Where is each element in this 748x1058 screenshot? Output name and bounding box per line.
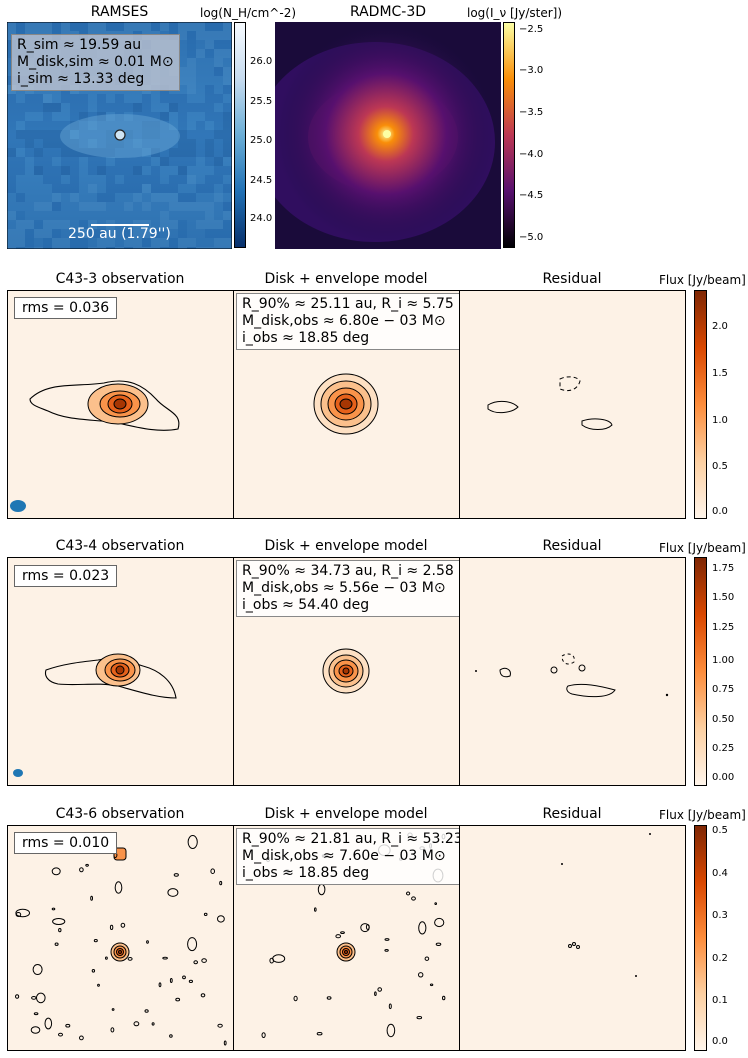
row3-resid-title: Residual xyxy=(542,806,602,822)
row3-cbar-tick: 0.5 xyxy=(712,825,728,836)
row2-resid-panel xyxy=(459,557,686,786)
row1-cbar-tick: 0.5 xyxy=(712,461,728,472)
row2-obs-title: C43-4 observation xyxy=(55,538,185,554)
row2-cbar-tick: 1.75 xyxy=(712,563,735,574)
radmc-colorbar xyxy=(503,22,515,248)
row2-cbar-tick: 0.25 xyxy=(712,743,735,754)
radmc-cbar-tick: −2.5 xyxy=(519,24,544,35)
row3-model-title: Disk + envelope model xyxy=(264,806,428,822)
ramses-cbar-tick: 25.5 xyxy=(250,96,273,107)
row2-cbar-tick: 1.50 xyxy=(712,592,735,603)
row2-rms-box: rms = 0.023 xyxy=(14,565,118,587)
row1-rms-box: rms = 0.036 xyxy=(14,297,118,319)
row3-cbar-tick: 0.2 xyxy=(712,953,728,964)
row2-model-title: Disk + envelope model xyxy=(264,538,428,554)
beam-icon xyxy=(10,500,26,512)
row3-colorbar xyxy=(694,825,707,1051)
row2-colorbar xyxy=(694,557,707,786)
row1-resid-title: Residual xyxy=(542,271,602,287)
row3-colorbar-label: Flux [Jy/beam] xyxy=(659,808,746,822)
row1-model-annotation: R_90% ≈ 25.11 au, R_i ≈ 5.75 au M_disk,o… xyxy=(236,293,482,350)
row1-resid-panel xyxy=(459,290,686,519)
row3-cbar-tick: 0.0 xyxy=(712,1036,728,1047)
radmc-cbar-tick: −4.0 xyxy=(519,149,544,160)
row1-obs-panel xyxy=(7,290,234,519)
ramses-cbar-tick: 26.0 xyxy=(250,56,273,67)
beam-icon xyxy=(13,769,23,777)
row3-obs-panel xyxy=(7,825,234,1051)
row3-model-annotation: R_90% ≈ 21.81 au, R_i ≈ 53.23 au M_disk,… xyxy=(236,828,491,885)
row3-obs-title: C43-6 observation xyxy=(55,806,185,822)
radmc-title: RADMC-3D xyxy=(349,4,427,20)
radmc-map xyxy=(275,22,501,249)
scalebar-label: 250 au (1.79'') xyxy=(68,226,171,242)
radmc-cbar-tick: −3.0 xyxy=(519,65,544,76)
row2-cbar-tick: 1.25 xyxy=(712,622,735,633)
row1-cbar-tick: 1.0 xyxy=(712,415,728,426)
row1-model-title: Disk + envelope model xyxy=(264,271,428,287)
row3-cbar-tick: 0.4 xyxy=(712,868,728,879)
row2-colorbar-label: Flux [Jy/beam] xyxy=(659,541,746,555)
radmc-cbar-tick: −3.5 xyxy=(519,107,544,118)
row2-resid-title: Residual xyxy=(542,538,602,554)
row3-resid-panel xyxy=(459,825,686,1051)
row1-colorbar xyxy=(694,290,707,519)
ramses-colorbar-label: log(N_H/cm^-2) xyxy=(200,6,297,20)
row1-cbar-tick: 2.0 xyxy=(712,321,728,332)
row2-model-annotation: R_90% ≈ 34.73 au, R_i ≈ 2.58 au M_disk,o… xyxy=(236,560,482,617)
row2-cbar-tick: 0.75 xyxy=(712,684,735,695)
row1-cbar-tick: 1.5 xyxy=(712,368,728,379)
row3-rms-box: rms = 0.010 xyxy=(14,832,118,854)
ramses-cbar-tick: 25.0 xyxy=(250,135,273,146)
row2-obs-panel xyxy=(7,557,234,786)
radmc-cbar-tick: −4.5 xyxy=(519,190,544,201)
row2-cbar-tick: 0.50 xyxy=(712,714,735,725)
row2-cbar-tick: 1.00 xyxy=(712,655,735,666)
ramses-title: RAMSES xyxy=(90,4,149,20)
scalebar xyxy=(91,224,149,226)
radmc-cbar-tick: −5.0 xyxy=(519,232,544,243)
row3-cbar-tick: 0.1 xyxy=(712,995,728,1006)
radmc-colorbar-label: log(I_ν [Jy/ster]) xyxy=(467,6,563,20)
row1-colorbar-label: Flux [Jy/beam] xyxy=(659,273,746,287)
row2-cbar-tick: 0.00 xyxy=(712,772,735,783)
ramses-annotation: R_sim ≈ 19.59 au M_disk,sim ≈ 0.01 M⊙ i_… xyxy=(11,34,180,91)
row1-obs-title: C43-3 observation xyxy=(55,271,185,287)
row3-cbar-tick: 0.3 xyxy=(712,910,728,921)
row1-cbar-tick: 0.0 xyxy=(712,506,728,517)
ramses-cbar-tick: 24.5 xyxy=(250,175,273,186)
ramses-colorbar xyxy=(234,22,246,248)
ramses-cbar-tick: 24.0 xyxy=(250,213,273,224)
